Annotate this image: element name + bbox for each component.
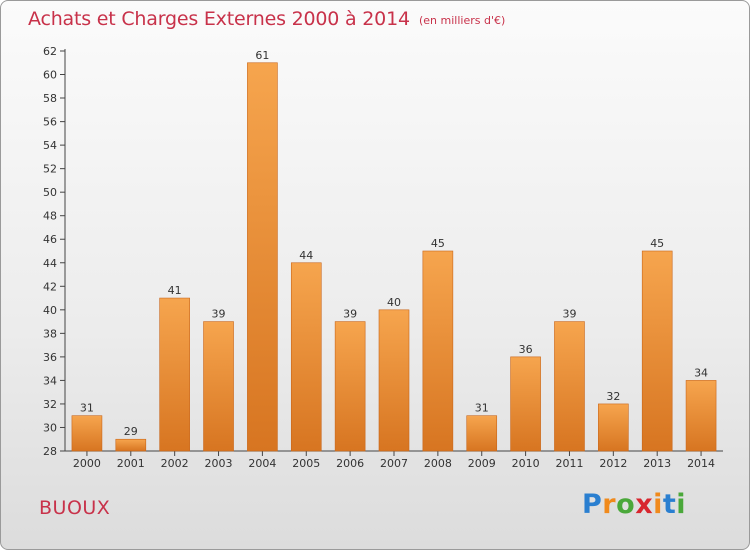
- bar-2011: [554, 321, 585, 452]
- data-label: 36: [519, 343, 533, 356]
- logo-letter: o: [616, 489, 636, 520]
- y-tick-label: 28: [43, 445, 57, 458]
- y-tick-label: 54: [43, 139, 57, 152]
- logo-letter: x: [635, 489, 654, 520]
- bar-2006: [334, 321, 366, 452]
- y-tick-label: 40: [43, 304, 57, 317]
- bar-2001: [115, 438, 147, 452]
- bar-2007: [378, 309, 410, 452]
- x-tick-label: 2005: [292, 457, 320, 470]
- commune-name: BUOUX: [39, 497, 111, 519]
- bar-2005: [290, 262, 322, 452]
- y-tick-label: 42: [43, 280, 57, 293]
- data-label: 44: [299, 249, 313, 262]
- chart-title: Achats et Charges Externes 2000 à 2014: [28, 8, 410, 30]
- bar-2013: [641, 250, 673, 452]
- x-axis: 2000 2001 2002 2003 2004 2005 2006 2007 2008 2009…: [65, 450, 723, 470]
- data-label: 45: [431, 237, 445, 250]
- y-tick-label: 56: [43, 116, 57, 129]
- data-label: 41: [168, 284, 182, 297]
- x-tick-label: 2002: [161, 457, 189, 470]
- bar-2010: [510, 356, 541, 452]
- data-label: 39: [212, 308, 226, 321]
- x-tick-label: 2013: [643, 457, 671, 470]
- y-tick-label: 62: [43, 45, 57, 58]
- y-tick-label: 30: [43, 421, 57, 434]
- proxiti-logo[interactable]: Proxiti: [582, 489, 686, 520]
- bar-2014: [685, 380, 717, 452]
- x-tick-label: 2012: [599, 457, 627, 470]
- y-tick-label: 52: [43, 163, 57, 176]
- x-tick-label: 2006: [336, 457, 364, 470]
- x-tick-label: 2014: [687, 457, 715, 470]
- logo-letter: i: [653, 489, 663, 520]
- data-label: 40: [387, 296, 401, 309]
- bar-2009: [466, 415, 498, 452]
- y-tick-label: 32: [43, 398, 57, 411]
- x-tick-label: 2010: [512, 457, 540, 470]
- x-tick-label: 2003: [205, 457, 233, 470]
- x-tick-label: 2008: [424, 457, 452, 470]
- x-tick-label: 2011: [555, 457, 583, 470]
- logo-letter: P: [582, 489, 603, 520]
- logo-letter: i: [676, 489, 687, 520]
- data-label: 39: [562, 308, 576, 321]
- chart-unit: (en milliers d'€): [419, 14, 506, 27]
- bar-2008: [422, 250, 454, 452]
- data-label: 31: [475, 402, 489, 415]
- x-tick-label: 2007: [380, 457, 408, 470]
- bar-2003: [203, 321, 234, 452]
- y-tick-label: 50: [43, 186, 57, 199]
- x-tick-label: 2004: [248, 457, 276, 470]
- x-tick-label: 2009: [468, 457, 496, 470]
- bar-2004: [247, 62, 278, 452]
- logo-letter: t: [662, 489, 677, 520]
- data-label: 32: [606, 390, 620, 403]
- bar-2002: [159, 297, 190, 452]
- data-label: 34: [694, 366, 708, 379]
- bar-2012: [598, 403, 629, 452]
- y-axis: 28 30 32 34 36 38 40 42 44 46 48 50 52 54 56 58 60 62: [43, 45, 66, 458]
- bars: [71, 62, 717, 452]
- y-tick-label: 44: [43, 257, 57, 270]
- data-label: 39: [343, 308, 357, 321]
- y-tick-label: 38: [43, 327, 57, 340]
- y-tick-label: 36: [43, 351, 57, 364]
- y-tick-label: 34: [43, 374, 57, 387]
- y-tick-label: 46: [43, 233, 57, 246]
- y-tick-label: 58: [43, 92, 57, 105]
- data-label: 45: [650, 237, 664, 250]
- data-label: 29: [124, 425, 138, 438]
- y-tick-label: 48: [43, 210, 57, 223]
- data-label: 61: [255, 49, 269, 62]
- x-tick-label: 2000: [73, 457, 101, 470]
- data-labels: 31 29 41 39 61 44 39 40 45 31 36 39 32 45 34: [80, 49, 708, 438]
- bar-2000: [71, 415, 103, 452]
- logo-letter: r: [602, 489, 617, 520]
- y-tick-label: 60: [43, 69, 57, 82]
- data-label: 31: [80, 402, 94, 415]
- x-tick-label: 2001: [117, 457, 145, 470]
